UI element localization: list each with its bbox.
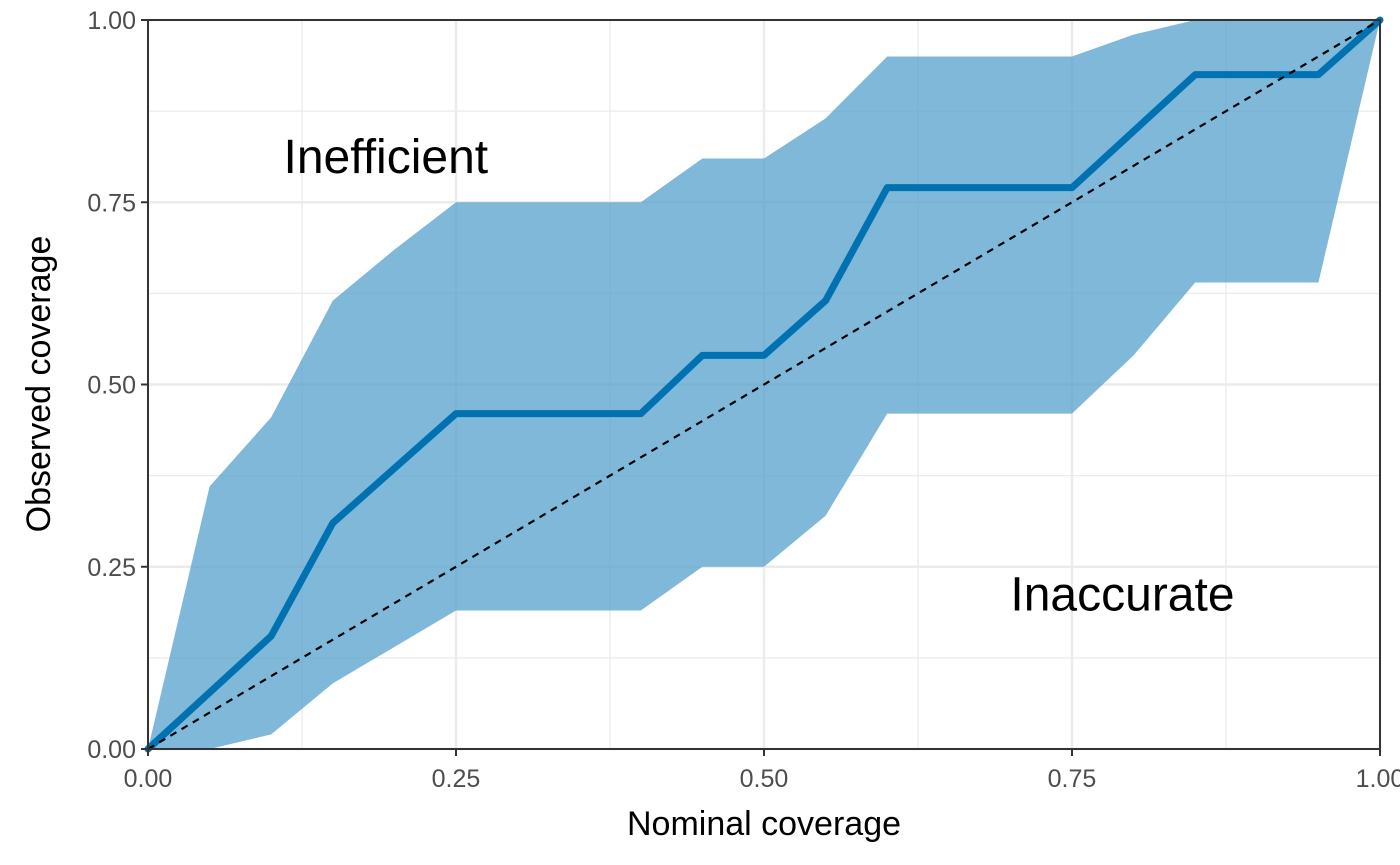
axes	[141, 19, 1381, 756]
annotation-inaccurate: Inaccurate	[1010, 568, 1234, 621]
tick-labels: 0.00 0.25 0.50 0.75 1.00 0.00 0.25 0.50 0.75 1.00	[87, 7, 1400, 793]
y-tick-label: 0.75	[87, 189, 136, 217]
y-tick-label: 0.00	[87, 736, 136, 764]
y-tick-label: 0.50	[87, 372, 136, 400]
x-tick-label: 1.00	[1356, 765, 1400, 793]
x-tick-label: 0.50	[740, 765, 789, 793]
y-axis-title: Observed coverage	[20, 236, 58, 533]
x-tick-label: 0.00	[124, 765, 173, 793]
annotations: Inefficient Inaccurate	[284, 131, 1235, 621]
series-line-layer	[144, 16, 1384, 753]
y-tick-label: 0.25	[87, 554, 136, 582]
observed-coverage-line	[144, 16, 1384, 753]
x-axis-title: Nominal coverage	[627, 805, 901, 843]
reference-diagonal-line	[147, 19, 1381, 750]
annotation-inefficient: Inefficient	[284, 131, 489, 184]
y-tick-label: 1.00	[87, 7, 136, 35]
x-tick-label: 0.25	[432, 765, 481, 793]
x-tick-label: 0.75	[1048, 765, 1097, 793]
